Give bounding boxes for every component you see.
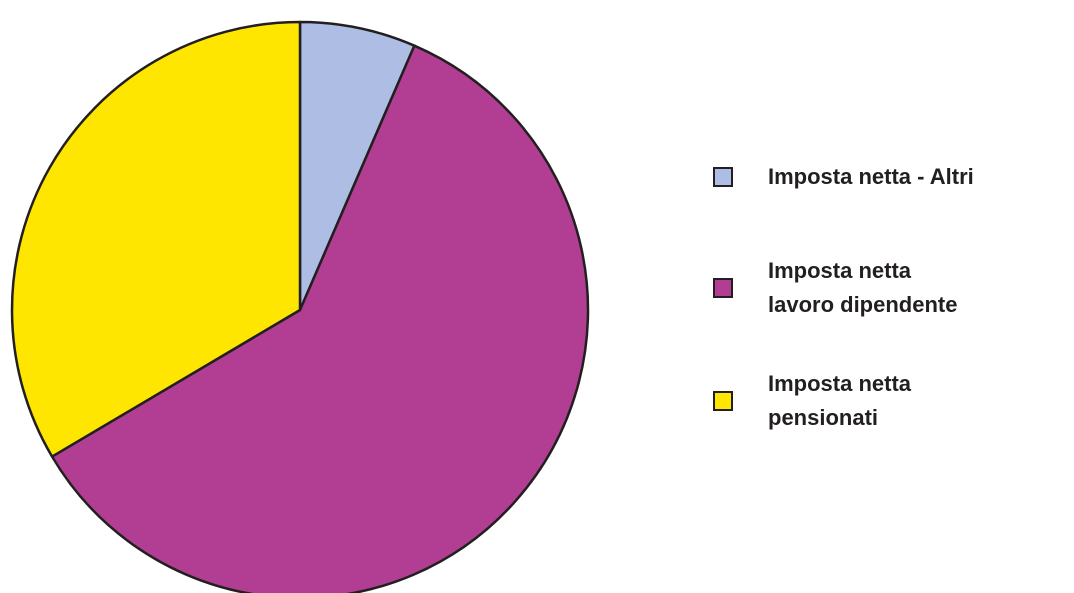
pie-slice-pensionati	[10, 20, 302, 458]
legend-swatch-pensionati	[713, 391, 733, 411]
legend-item-lavoro-dipendente: Imposta netta lavoro dipendente	[713, 254, 957, 322]
legend-label-altri: Imposta netta - Altri	[768, 164, 974, 189]
pie-slice-altri	[298, 20, 416, 312]
legend-swatch-lavoro-dipendente	[713, 278, 733, 298]
legend-item-pensionati: Imposta netta pensionati	[713, 367, 911, 435]
legend-swatch-altri	[713, 167, 733, 187]
pie-chart	[10, 20, 590, 593]
legend-label-pensionati: Imposta netta pensionati	[768, 371, 912, 430]
legend-label-lavoro-dipendente: Imposta netta lavoro dipendente	[768, 258, 958, 317]
pie-slice-lavoro-dipendente	[50, 44, 590, 593]
legend-item-altri: Imposta netta - Altri	[713, 160, 974, 194]
